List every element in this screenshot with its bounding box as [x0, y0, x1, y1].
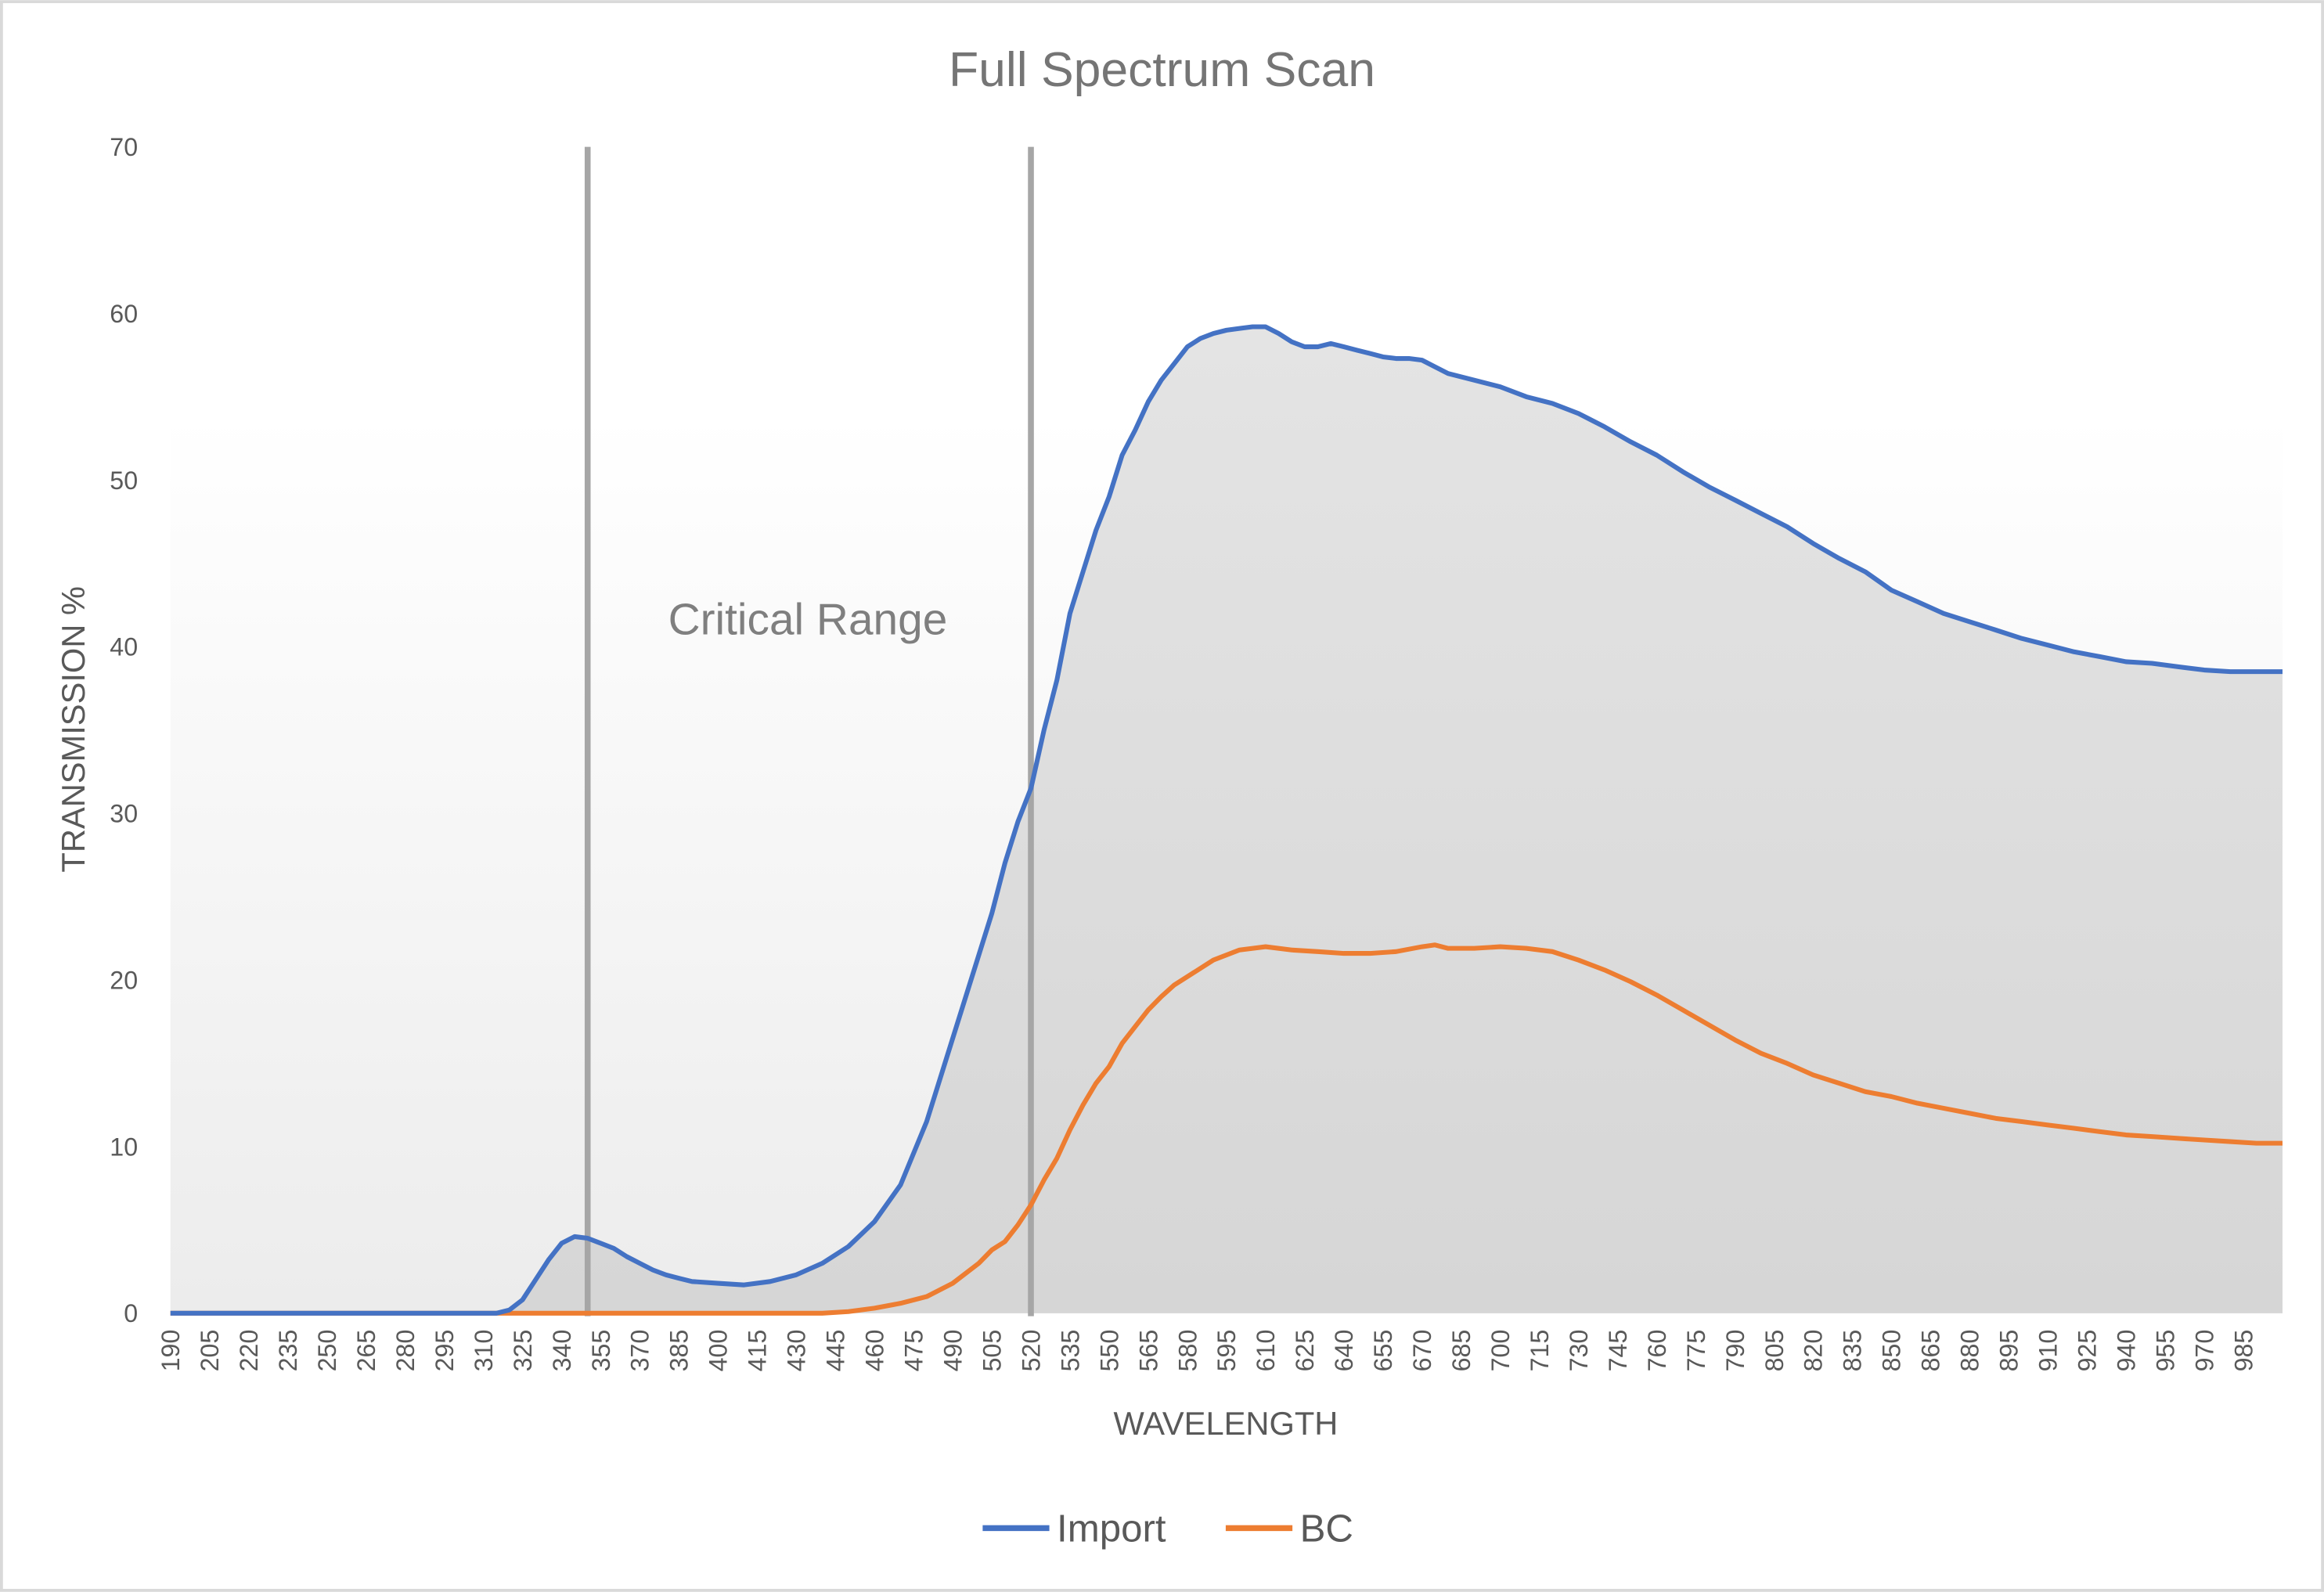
y-tick-label: 30 [110, 800, 138, 828]
x-tick-label: 520 [1017, 1330, 1045, 1372]
x-tick-label: 415 [744, 1330, 772, 1372]
x-tick-label: 205 [196, 1330, 224, 1372]
x-tick-label: 565 [1134, 1330, 1162, 1372]
x-tick-label: 535 [1056, 1330, 1084, 1372]
series-line-import [170, 324, 2283, 1316]
x-tick-label: 700 [1486, 1330, 1515, 1372]
series-line-bc [170, 942, 2283, 1316]
x-tick-label: 445 [822, 1330, 850, 1372]
x-tick-label: 235 [274, 1330, 302, 1372]
x-tick-label: 925 [2074, 1330, 2102, 1372]
x-tick-label: 820 [1800, 1330, 1828, 1372]
x-tick-label: 490 [939, 1330, 967, 1372]
x-tick-label: 460 [861, 1330, 889, 1372]
x-tick-label: 745 [1604, 1330, 1632, 1372]
x-tick-label: 760 [1643, 1330, 1671, 1372]
x-tick-label: 970 [2190, 1330, 2218, 1372]
x-tick-label: 265 [352, 1330, 380, 1372]
x-tick-label: 385 [665, 1330, 694, 1372]
x-tick-label: 340 [548, 1330, 576, 1372]
x-tick-label: 655 [1369, 1330, 1397, 1372]
x-tick-label: 865 [1917, 1330, 1945, 1372]
x-tick-label: 475 [899, 1330, 928, 1372]
x-tick-label: 280 [391, 1330, 420, 1372]
legend-label-bc: BC [1300, 1507, 1353, 1550]
y-tick-label: 60 [110, 300, 138, 328]
y-tick-label: 10 [110, 1133, 138, 1161]
x-tick-label: 595 [1212, 1330, 1241, 1372]
x-tick-label: 250 [313, 1330, 341, 1372]
y-tick-label: 70 [110, 133, 138, 161]
x-tick-label: 355 [587, 1330, 615, 1372]
annotation-critical-range: Critical Range [668, 596, 948, 645]
x-tick-label: 430 [783, 1330, 811, 1372]
x-tick-label: 790 [1721, 1330, 1749, 1372]
x-tick-label: 640 [1330, 1330, 1358, 1372]
x-tick-label: 940 [2112, 1330, 2140, 1372]
x-axis-title: WAVELENGTH [1113, 1405, 1338, 1442]
chart-title: Full Spectrum Scan [949, 42, 1375, 97]
x-tick-label: 295 [431, 1330, 459, 1372]
y-tick-label: 40 [110, 633, 138, 661]
y-tick-label: 50 [110, 466, 138, 495]
y-axis-title: TRANSMISSION % [55, 586, 92, 873]
x-tick-label: 685 [1447, 1330, 1475, 1372]
x-tick-label: 910 [2034, 1330, 2063, 1372]
x-tick-label: 400 [704, 1330, 733, 1372]
x-tick-label: 850 [1878, 1330, 1906, 1372]
legend-label-import: Import [1057, 1507, 1166, 1550]
x-tick-label: 325 [509, 1330, 537, 1372]
y-tick-label: 20 [110, 966, 138, 994]
x-tick-label: 190 [157, 1330, 185, 1372]
x-tick-label: 895 [1995, 1330, 2023, 1372]
x-tick-label: 670 [1408, 1330, 1436, 1372]
legend: Import BC [982, 1507, 1353, 1550]
import-fill-area [170, 326, 2283, 1313]
x-tick-label: 730 [1565, 1330, 1593, 1372]
x-tick-label: 505 [978, 1330, 1006, 1372]
x-tick-label: 610 [1252, 1330, 1280, 1372]
x-tick-label: 715 [1526, 1330, 1554, 1372]
x-tick-label: 370 [626, 1330, 654, 1372]
x-tick-label: 580 [1173, 1330, 1202, 1372]
x-tick-label: 955 [2151, 1330, 2179, 1372]
x-tick-label: 985 [2229, 1330, 2257, 1372]
x-tick-label: 775 [1682, 1330, 1710, 1372]
x-tick-label: 835 [1839, 1330, 1867, 1372]
x-tick-label: 805 [1760, 1330, 1789, 1372]
x-tick-label: 220 [235, 1330, 263, 1372]
x-tick-label: 310 [470, 1330, 498, 1372]
x-tick-label: 625 [1291, 1330, 1319, 1372]
x-tick-label: 880 [1956, 1330, 1984, 1372]
x-tick-label: 550 [1095, 1330, 1123, 1372]
y-tick-label: 0 [124, 1299, 138, 1327]
